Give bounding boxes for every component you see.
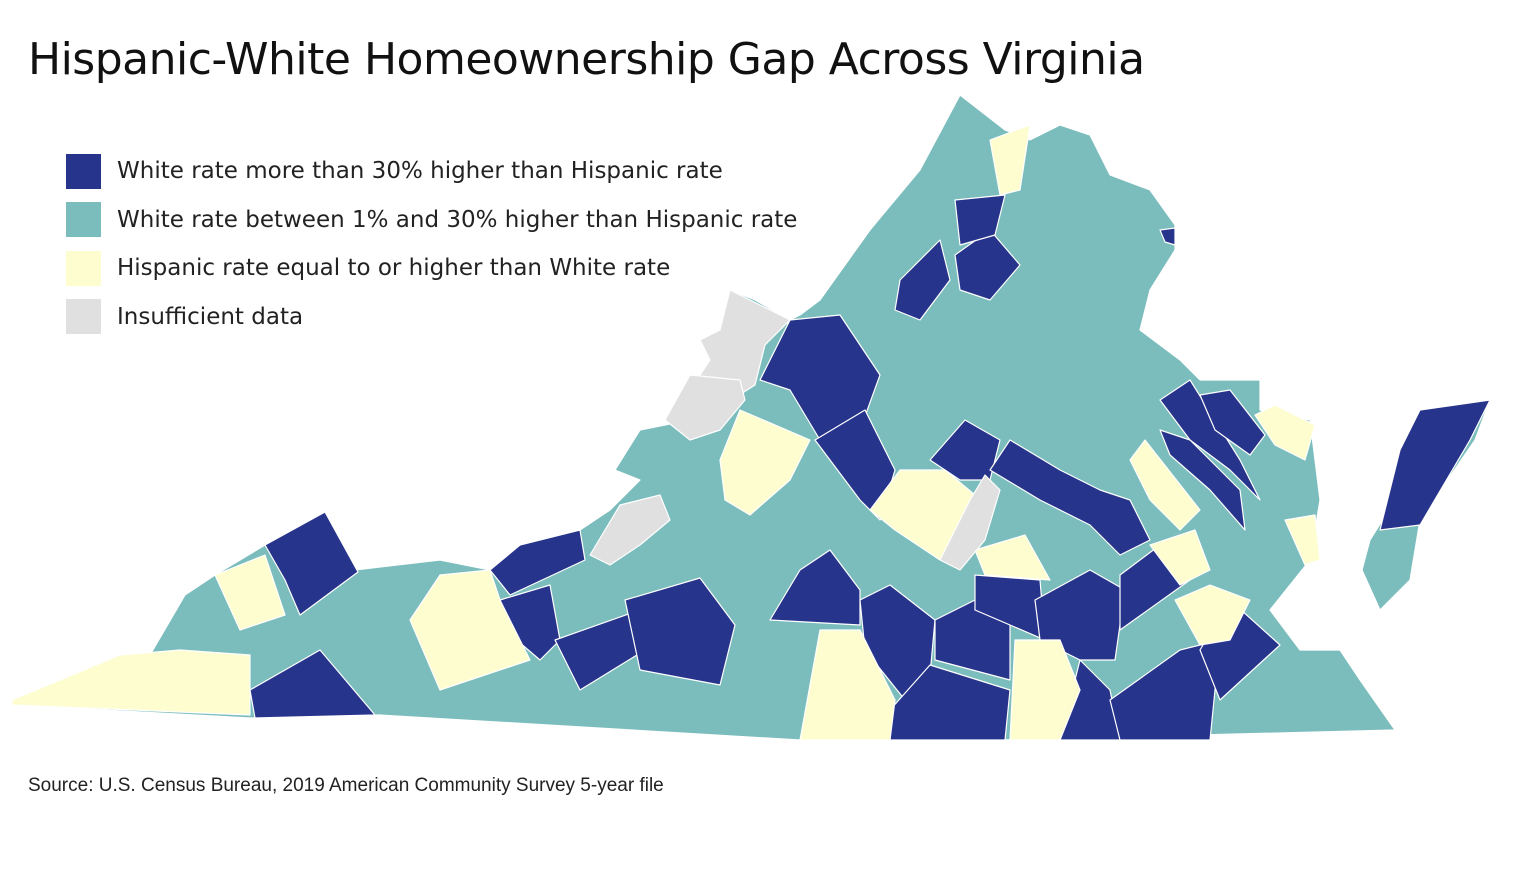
county-insufficient-data — [939, 474, 1001, 571]
legend-item-high-gap: White rate more than 30% higher than His… — [66, 147, 797, 196]
county-high-gap — [954, 194, 1006, 246]
county-high-gap — [929, 419, 1001, 481]
county-high-gap — [814, 409, 896, 521]
county-no-gap — [11, 649, 251, 716]
county-high-gap — [1109, 639, 1221, 741]
county-high-gap — [264, 511, 359, 616]
county-no-gap — [1174, 584, 1251, 646]
county-high-gap — [894, 239, 951, 321]
county-high-gap — [249, 649, 376, 719]
legend-swatch — [66, 202, 101, 238]
county-no-gap — [409, 569, 531, 691]
legend-swatch — [66, 250, 101, 286]
map-title: Hispanic-White Homeownership Gap Across … — [28, 34, 1145, 85]
legend-item-insufficient: Insufficient data — [66, 293, 797, 342]
county-insufficient-data — [664, 374, 746, 441]
county-high-gap — [1159, 227, 1176, 246]
county-high-gap — [989, 439, 1151, 556]
legend-label: Hispanic rate equal to or higher than Wh… — [117, 255, 671, 282]
county-high-gap — [1379, 399, 1491, 531]
county-high-gap — [934, 599, 1011, 681]
legend-label: White rate between 1% and 30% higher tha… — [117, 206, 798, 233]
legend-label: White rate more than 30% higher than His… — [117, 158, 723, 185]
county-no-gap — [989, 124, 1031, 196]
county-no-gap — [1254, 404, 1316, 461]
county-no-gap — [214, 554, 286, 631]
county-high-gap — [1199, 389, 1266, 456]
county-no-gap — [1149, 529, 1211, 586]
county-no-gap — [719, 409, 811, 516]
county-high-gap — [769, 549, 861, 626]
county-high-gap — [1159, 429, 1246, 531]
county-high-gap — [759, 314, 881, 441]
county-high-gap — [624, 577, 736, 686]
county-insufficient-data — [589, 494, 671, 566]
legend-swatch — [66, 153, 101, 189]
county-no-gap — [799, 629, 896, 741]
county-no-gap — [1129, 439, 1201, 531]
legend-label: Insufficient data — [117, 303, 304, 330]
legend-item-no-gap: Hispanic rate equal to or higher than Wh… — [66, 244, 797, 293]
source-note: Source: U.S. Census Bureau, 2019 America… — [28, 775, 664, 796]
county-no-gap — [1009, 639, 1081, 741]
legend: White rate more than 30% higher than His… — [66, 147, 797, 341]
legend-swatch — [66, 299, 101, 335]
county-no-gap — [974, 534, 1051, 581]
county-no-gap — [1284, 514, 1321, 566]
legend-item-moderate-gap: White rate between 1% and 30% higher tha… — [66, 196, 797, 245]
county-high-gap — [489, 529, 586, 596]
